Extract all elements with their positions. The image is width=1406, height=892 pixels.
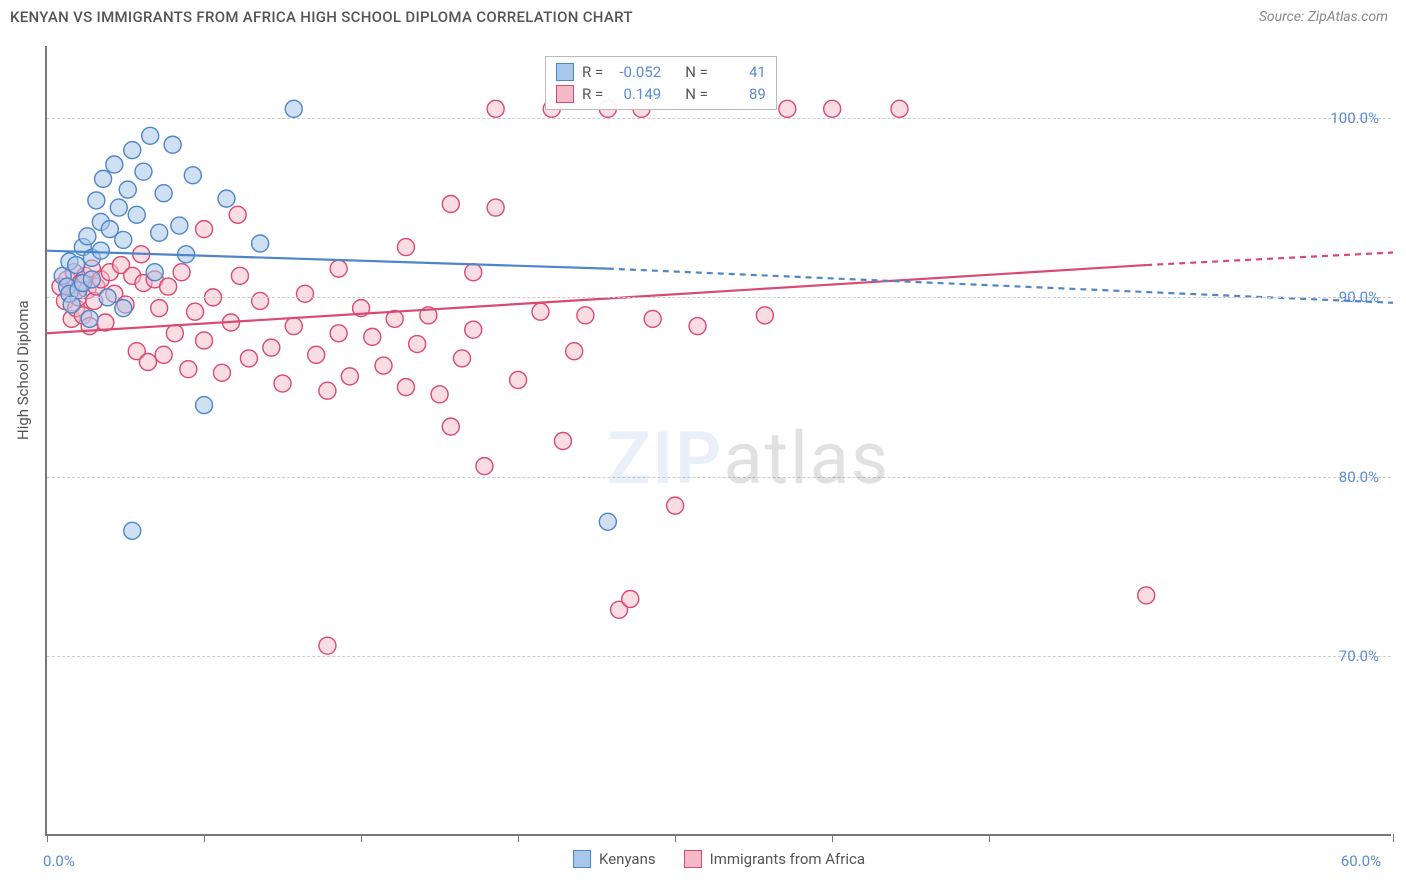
page-title: KENYAN VS IMMIGRANTS FROM AFRICA HIGH SC… xyxy=(10,8,633,26)
r-value-kenyans: -0.052 xyxy=(611,63,661,81)
n-label: N = xyxy=(685,63,708,81)
r-label: R = xyxy=(582,63,603,81)
stats-row-immigrants: R = 0.149 N = 89 xyxy=(556,83,766,105)
legend-item-immigrants: Immigrants from Africa xyxy=(684,850,865,868)
legend-item-kenyans: Kenyans xyxy=(573,850,656,868)
y-tick-label: 90.0% xyxy=(1339,288,1379,306)
y-tick-label: 70.0% xyxy=(1339,647,1379,665)
x-tick-label-min: 0.0% xyxy=(43,852,75,870)
y-tick-label: 80.0% xyxy=(1339,468,1379,486)
swatch-kenyans xyxy=(556,63,574,81)
stats-row-kenyans: R = -0.052 N = 41 xyxy=(556,61,766,83)
x-tick-label-max: 60.0% xyxy=(1341,852,1381,870)
swatch-kenyans xyxy=(573,850,591,868)
n-label: N = xyxy=(685,85,708,103)
y-tick-label: 100.0% xyxy=(1330,109,1379,127)
scatter-plot-svg xyxy=(47,46,1391,834)
source-attribution: Source: ZipAtlas.com xyxy=(1259,9,1388,25)
swatch-immigrants xyxy=(556,85,574,103)
stats-legend-box: R = -0.052 N = 41 R = 0.149 N = 89 xyxy=(545,56,777,110)
n-value-kenyans: 41 xyxy=(716,63,766,81)
swatch-immigrants xyxy=(684,850,702,868)
bottom-legend: Kenyans Immigrants from Africa xyxy=(573,850,865,868)
chart-area: 70.0% 80.0% 90.0% 100.0% R = -0.052 N = 41 … xyxy=(45,46,1391,836)
r-value-immigrants: 0.149 xyxy=(611,85,661,103)
n-value-immigrants: 89 xyxy=(716,85,766,103)
y-axis-label: High School Diploma xyxy=(14,300,32,440)
r-label: R = xyxy=(582,85,603,103)
legend-label-kenyans: Kenyans xyxy=(599,850,656,868)
legend-label-immigrants: Immigrants from Africa xyxy=(710,850,865,868)
